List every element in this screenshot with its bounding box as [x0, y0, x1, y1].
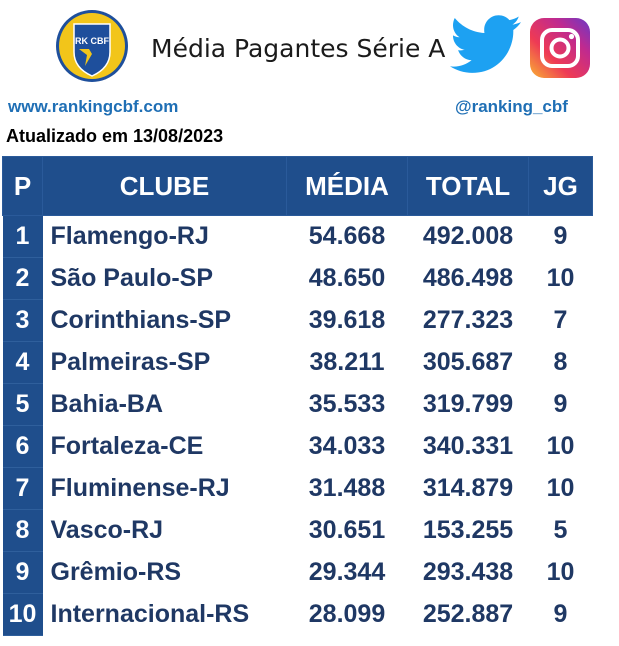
games-cell: 5	[553, 516, 568, 544]
games-cell: 10	[546, 264, 575, 292]
total-cell: 293.438	[422, 558, 514, 586]
website-link[interactable]: www.rankingcbf.com	[8, 97, 179, 116]
rank-cell: 2	[2, 257, 43, 300]
media-cell: 39.618	[308, 306, 386, 334]
media-cell: 35.533	[308, 390, 386, 418]
games-cell: 9	[553, 222, 568, 251]
total-cell: 319.799	[422, 390, 514, 418]
club-cell: Fortaleza-CE	[50, 432, 204, 460]
column-header-club: CLUBE	[42, 156, 287, 216]
rank-cell: 7	[2, 467, 43, 510]
media-cell: 48.650	[308, 264, 386, 292]
media-cell: 54.668	[308, 222, 386, 251]
media-cell: 31.488	[308, 474, 386, 502]
rank-cell: 5	[2, 383, 43, 426]
table-row: 2 São Paulo-SP 48.650 486.498 10	[2, 257, 593, 300]
rank-cell: 8	[2, 509, 43, 552]
total-cell: 252.887	[422, 600, 514, 628]
rank-cell: 4	[2, 341, 43, 384]
club-cell: Grêmio-RS	[50, 558, 182, 586]
games-cell: 10	[546, 558, 575, 586]
rank-cell: 10	[2, 593, 43, 636]
total-cell: 486.498	[422, 264, 514, 292]
games-cell: 10	[546, 474, 575, 502]
rank-cell: 9	[2, 551, 43, 594]
table-row: 6 Fortaleza-CE 34.033 340.331 10	[2, 425, 593, 468]
instagram-icon[interactable]	[530, 18, 590, 78]
table-row: 4 Palmeiras-SP 38.211 305.687 8	[2, 341, 593, 384]
table-row: 3 Corinthians-SP 39.618 277.323 7	[2, 299, 593, 342]
club-cell: Flamengo-RJ	[50, 222, 209, 251]
column-header-media: MÉDIA	[286, 156, 408, 216]
media-cell: 30.651	[308, 516, 386, 544]
header: RK CBF Média Pagantes Série A www.rankin…	[0, 0, 619, 150]
total-cell: 277.323	[422, 306, 514, 334]
rank-cell: 6	[2, 425, 43, 468]
games-cell: 10	[546, 432, 575, 460]
page-title: Média Pagantes Série A	[151, 34, 446, 63]
club-cell: Internacional-RS	[50, 600, 250, 628]
club-cell: Bahia-BA	[50, 390, 164, 418]
rank-cell: 1	[2, 215, 43, 258]
table-row: 1 Flamengo-RJ 54.668 492.008 9	[2, 215, 593, 258]
media-cell: 29.344	[308, 558, 386, 586]
club-cell: Fluminense-RJ	[50, 474, 230, 502]
games-cell: 9	[553, 390, 568, 418]
table-row: 8 Vasco-RJ 30.651 153.255 5	[2, 509, 593, 552]
total-cell: 305.687	[422, 348, 514, 376]
games-cell: 8	[553, 348, 568, 376]
rank-cell: 3	[2, 299, 43, 342]
total-cell: 340.331	[422, 432, 514, 460]
table-row: 5 Bahia-BA 35.533 319.799 9	[2, 383, 593, 426]
column-header-position: P	[2, 156, 43, 216]
shield-logo: RK CBF	[56, 10, 128, 82]
table-header-row: P CLUBE MÉDIA TOTAL JG	[2, 156, 593, 216]
social-handle-link[interactable]: @ranking_cbf	[455, 97, 568, 116]
games-cell: 7	[553, 306, 568, 334]
games-cell: 9	[553, 600, 568, 628]
club-cell: São Paulo-SP	[50, 264, 214, 292]
column-header-games: JG	[528, 156, 593, 216]
club-cell: Vasco-RJ	[50, 516, 164, 544]
table-row: 10 Internacional-RS 28.099 252.887 9	[2, 593, 593, 636]
column-header-total: TOTAL	[407, 156, 529, 216]
logo-text: RK CBF	[75, 36, 109, 46]
total-cell: 492.008	[422, 222, 514, 251]
updated-date: Atualizado em 13/08/2023	[6, 126, 224, 146]
media-cell: 38.211	[309, 348, 385, 376]
table-row: 9 Grêmio-RS 29.344 293.438 10	[2, 551, 593, 594]
table-body: 1 Flamengo-RJ 54.668 492.008 9 2 São Paulo-SP 4…	[2, 215, 593, 636]
club-cell: Palmeiras-SP	[50, 348, 211, 376]
table-row: 7 Fluminense-RJ 31.488 314.879 10	[2, 467, 593, 510]
ranking-table: P CLUBE MÉDIA TOTAL JG 1 Flamengo-RJ 54.66…	[2, 156, 593, 636]
club-cell: Corinthians-SP	[50, 306, 232, 334]
media-cell: 34.033	[308, 432, 386, 460]
total-cell: 153.255	[422, 516, 514, 544]
media-cell: 28.099	[308, 600, 386, 628]
twitter-icon[interactable]	[450, 14, 522, 76]
total-cell: 314.879	[422, 474, 514, 502]
